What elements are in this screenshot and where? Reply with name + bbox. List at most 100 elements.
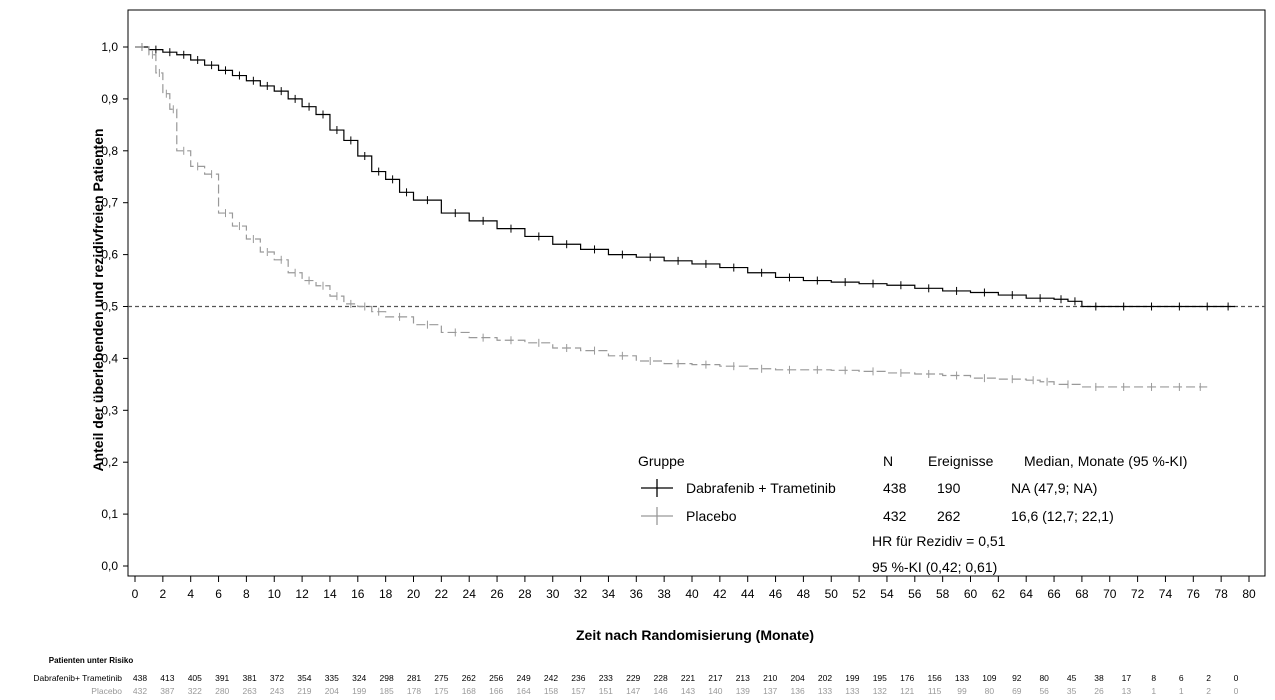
hazard-ratio-ci-text: 95 %-KI (0,42; 0,61) bbox=[872, 559, 997, 575]
x-tick-label: 38 bbox=[657, 587, 671, 601]
risk-value: 199 bbox=[845, 673, 859, 683]
risk-value: 176 bbox=[900, 673, 914, 683]
x-tick-label: 26 bbox=[490, 587, 504, 601]
risk-value: 99 bbox=[957, 686, 967, 696]
x-tick-label: 24 bbox=[463, 587, 477, 601]
risk-value: 204 bbox=[791, 673, 805, 683]
x-tick-label: 20 bbox=[407, 587, 421, 601]
legend-header-n: N bbox=[883, 453, 893, 469]
plot-frame bbox=[127, 9, 1266, 577]
x-tick-label: 78 bbox=[1214, 587, 1228, 601]
y-tick-label: 0,7 bbox=[101, 196, 118, 210]
risk-value: 166 bbox=[489, 686, 503, 696]
risk-value: 2 bbox=[1206, 686, 1211, 696]
risk-value: 195 bbox=[873, 673, 887, 683]
series-line-placebo bbox=[135, 46, 1208, 388]
risk-value: 372 bbox=[270, 673, 284, 683]
x-tick-label: 12 bbox=[295, 587, 309, 601]
risk-value: 69 bbox=[1012, 686, 1022, 696]
legend-label-placebo: Placebo bbox=[686, 508, 737, 524]
risk-value: 17 bbox=[1122, 673, 1132, 683]
risk-value: 242 bbox=[544, 673, 558, 683]
risk-value: 121 bbox=[900, 686, 914, 696]
y-tick-label: 0,3 bbox=[101, 403, 118, 417]
risk-table-title: Patienten unter Risiko bbox=[49, 656, 134, 665]
y-tick-label: 0,4 bbox=[101, 351, 118, 365]
x-tick-label: 74 bbox=[1159, 587, 1173, 601]
risk-value: 280 bbox=[215, 686, 229, 696]
legend-symbol-dabrafenib bbox=[641, 479, 673, 497]
y-tick-label: 1,0 bbox=[101, 40, 118, 54]
series-group bbox=[135, 46, 1236, 388]
risk-value: 178 bbox=[407, 686, 421, 696]
risk-value: 199 bbox=[352, 686, 366, 696]
risk-value: 115 bbox=[928, 686, 942, 696]
risk-value: 80 bbox=[985, 686, 995, 696]
risk-value: 335 bbox=[325, 673, 339, 683]
legend-header-group: Gruppe bbox=[638, 453, 685, 469]
risk-value: 243 bbox=[270, 686, 284, 696]
risk-value: 143 bbox=[681, 686, 695, 696]
risk-value: 26 bbox=[1094, 686, 1104, 696]
x-tick-label: 56 bbox=[908, 587, 922, 601]
risk-value: 0 bbox=[1234, 673, 1239, 683]
risk-value: 175 bbox=[434, 686, 448, 696]
risk-value: 256 bbox=[489, 673, 503, 683]
x-tick-label: 16 bbox=[351, 587, 365, 601]
risk-value: 204 bbox=[325, 686, 339, 696]
risk-value: 133 bbox=[845, 686, 859, 696]
x-tick-label: 36 bbox=[630, 587, 644, 601]
x-tick-label: 64 bbox=[1020, 587, 1034, 601]
risk-value: 137 bbox=[763, 686, 777, 696]
risk-value: 147 bbox=[626, 686, 640, 696]
x-tick-label: 46 bbox=[769, 587, 783, 601]
risk-value: 381 bbox=[243, 673, 257, 683]
risk-value: 1 bbox=[1151, 686, 1156, 696]
risk-value: 80 bbox=[1039, 673, 1049, 683]
y-tick-label: 0,8 bbox=[101, 144, 118, 158]
risk-value: 1 bbox=[1179, 686, 1184, 696]
risk-value: 275 bbox=[434, 673, 448, 683]
risk-value: 6 bbox=[1179, 673, 1184, 683]
legend-events-placebo: 262 bbox=[937, 508, 961, 524]
y-tick-label: 0,0 bbox=[101, 559, 118, 573]
risk-table: Dabrafenib+ Trametinib 438 413 405 391 381 372… bbox=[33, 673, 1238, 696]
risk-value: 217 bbox=[708, 673, 722, 683]
risk-value: 136 bbox=[791, 686, 805, 696]
risk-value: 324 bbox=[352, 673, 366, 683]
risk-value: 236 bbox=[571, 673, 585, 683]
risk-value: 405 bbox=[188, 673, 202, 683]
risk-value: 221 bbox=[681, 673, 695, 683]
risk-value: 219 bbox=[297, 686, 311, 696]
legend-header-median: Median, Monate (95 %-KI) bbox=[1024, 453, 1187, 469]
legend: Gruppe N Ereignisse Median, Monate (95 %… bbox=[638, 453, 1187, 575]
y-axis-label: Anteil der überlebenden und rezidivfreie… bbox=[90, 128, 106, 471]
x-tick-label: 48 bbox=[797, 587, 811, 601]
risk-value: 45 bbox=[1067, 673, 1077, 683]
x-tick-label: 34 bbox=[602, 587, 616, 601]
x-tick-label: 58 bbox=[936, 587, 950, 601]
x-tick-label: 76 bbox=[1187, 587, 1201, 601]
risk-value: 133 bbox=[955, 673, 969, 683]
risk-value: 146 bbox=[654, 686, 668, 696]
risk-value: 109 bbox=[982, 673, 996, 683]
risk-value: 8 bbox=[1151, 673, 1156, 683]
x-tick-label: 22 bbox=[435, 587, 449, 601]
x-tick-label: 8 bbox=[243, 587, 250, 601]
x-tick-label: 0 bbox=[132, 587, 139, 601]
x-tick-label: 30 bbox=[546, 587, 560, 601]
x-tick-label: 72 bbox=[1131, 587, 1145, 601]
legend-events-dabrafenib: 190 bbox=[937, 480, 961, 496]
risk-value: 263 bbox=[243, 686, 257, 696]
risk-value: 202 bbox=[818, 673, 832, 683]
x-tick-label: 52 bbox=[852, 587, 866, 601]
risk-value: 164 bbox=[517, 686, 531, 696]
risk-row-label-placebo: Placebo bbox=[91, 686, 122, 696]
legend-label-dabrafenib: Dabrafenib + Trametinib bbox=[686, 480, 836, 496]
risk-value: 228 bbox=[654, 673, 668, 683]
risk-value: 233 bbox=[599, 673, 613, 683]
risk-value: 262 bbox=[462, 673, 476, 683]
risk-value: 2 bbox=[1206, 673, 1211, 683]
risk-value: 132 bbox=[873, 686, 887, 696]
